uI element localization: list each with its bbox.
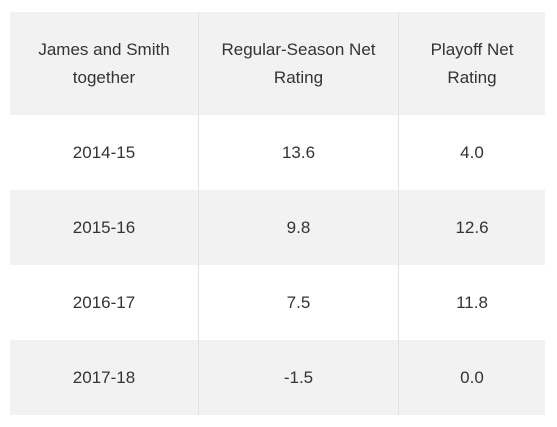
playoff-cell: 12.6 [398, 190, 545, 265]
playoff-cell: 4.0 [398, 115, 545, 190]
header-cell-season: James and Smith together [10, 12, 198, 115]
header-label: James and Smith together [38, 39, 170, 87]
season-cell: 2015-16 [10, 190, 198, 265]
header-cell-regular-season: Regular-Season Net Rating [198, 12, 398, 115]
net-rating-table: James and Smith together Regular-Season … [10, 12, 545, 415]
regular-season-cell: -1.5 [198, 340, 398, 415]
playoff-cell: 0.0 [398, 340, 545, 415]
regular-season-cell: 13.6 [198, 115, 398, 190]
regular-season-cell: 7.5 [198, 265, 398, 340]
header-label: Regular-Season Net Rating [221, 39, 376, 87]
season-cell: 2017-18 [10, 340, 198, 415]
header-cell-playoff: Playoff Net Rating [398, 12, 545, 115]
season-cell: 2014-15 [10, 115, 198, 190]
regular-season-cell: 9.8 [198, 190, 398, 265]
playoff-cell: 11.8 [398, 265, 545, 340]
season-cell: 2016-17 [10, 265, 198, 340]
header-label: Playoff Net Rating [430, 39, 514, 87]
